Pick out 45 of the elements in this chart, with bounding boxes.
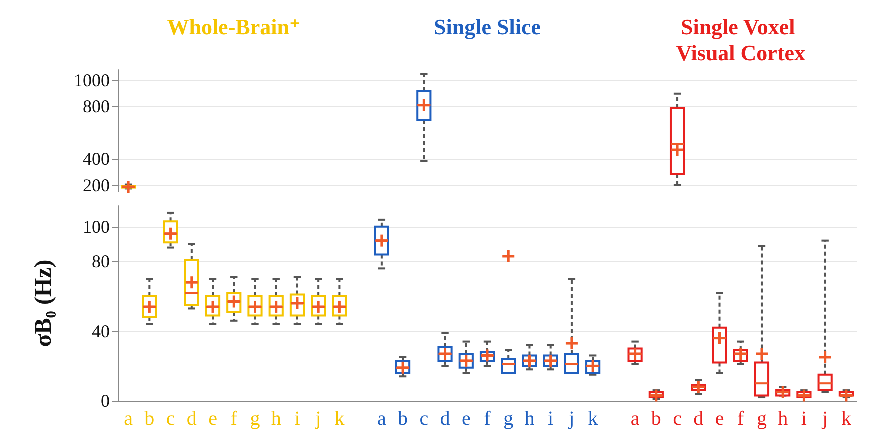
x-tick-label: k [588, 408, 598, 430]
y-tick-label: 200 [83, 175, 110, 196]
y-tick-label: 0 [101, 391, 110, 411]
x-tick-label: g [250, 408, 260, 430]
x-tick-label: i [801, 408, 808, 430]
x-tick-label: i [294, 408, 301, 430]
x-tick-label: j [822, 408, 828, 430]
x-tick-label: g [756, 408, 767, 430]
x-tick-label: e [715, 408, 724, 430]
series-label: Single Voxel Visual Cortex [676, 14, 806, 66]
x-tick-label: f [484, 408, 492, 430]
y-axis-title: σB₀ (Hz) [31, 260, 57, 348]
x-tick-label: f [738, 408, 745, 430]
text: Whole-Brain⁺ [167, 14, 302, 40]
y-tick-label: 100 [83, 216, 110, 237]
x-tick-label: h [778, 408, 788, 430]
y-tick-label: 800 [83, 96, 110, 117]
x-tick-label: c [673, 408, 682, 430]
x-tick-label: d [440, 408, 450, 430]
y-tick-label: 400 [83, 149, 110, 170]
x-tick-label: a [630, 408, 640, 430]
x-tick-label: k [334, 408, 345, 430]
y-tick-label: 40 [92, 321, 110, 342]
x-tick-label: b [144, 408, 155, 430]
x-tick-label: b [651, 408, 662, 430]
text: Single Slice [434, 14, 542, 40]
x-tick-label: d [694, 408, 704, 430]
x-tick-label: e [208, 408, 218, 430]
x-tick-label: e [462, 408, 471, 430]
x-tick-label: c [166, 408, 176, 430]
x-tick-label: a [377, 408, 386, 430]
x-tick-label: d [186, 408, 197, 430]
x-tick-label: j [314, 408, 322, 430]
x-tick-label: h [271, 408, 282, 430]
x-tick-label: h [524, 408, 535, 430]
x-tick-label: a [124, 408, 134, 430]
x-tick-label: i [548, 408, 554, 430]
x-tick-label: g [504, 408, 514, 430]
x-tick-label: b [398, 408, 408, 430]
x-tick-label: j [568, 408, 575, 430]
y-tick-label: 80 [92, 252, 110, 272]
x-tick-label: k [841, 408, 852, 430]
x-tick-label: f [230, 408, 238, 430]
x-tick-label: c [420, 408, 429, 430]
y-tick-label: 1000 [74, 70, 110, 90]
